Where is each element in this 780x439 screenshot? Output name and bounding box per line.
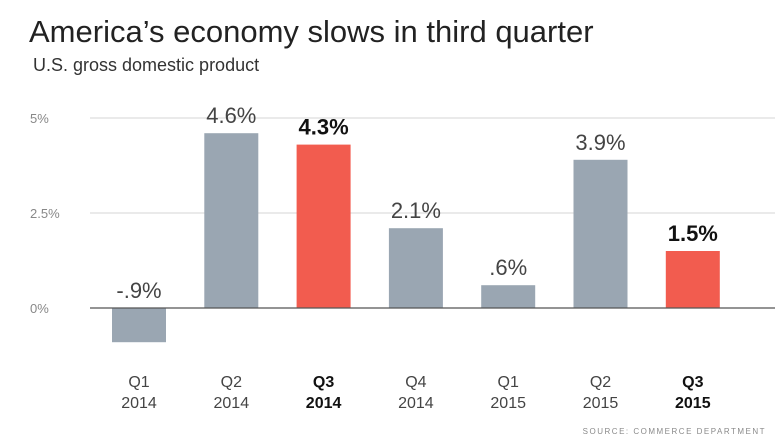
data-label: -.9% xyxy=(116,278,161,303)
bars xyxy=(112,133,720,343)
data-label: 4.3% xyxy=(299,115,349,140)
gridlines: 0% 2.5% 5% xyxy=(30,111,775,316)
x-tick-label-year: 2014 xyxy=(306,395,342,412)
x-tick-label-quarter: Q2 xyxy=(590,374,611,391)
chart-title: America’s economy slows in third quarter xyxy=(29,14,594,49)
data-label: 1.5% xyxy=(668,221,718,246)
bar xyxy=(665,251,720,308)
bar xyxy=(573,159,628,308)
y-tick-label: 2.5% xyxy=(30,206,60,221)
bar xyxy=(204,133,259,308)
x-tick-label-quarter: Q1 xyxy=(498,374,519,391)
x-tick-label-quarter: Q3 xyxy=(682,374,703,391)
x-tick-label-year: 2014 xyxy=(121,395,157,412)
bar xyxy=(388,228,443,308)
y-tick-label: 0% xyxy=(30,301,49,316)
x-tick-label-quarter: Q2 xyxy=(221,374,242,391)
x-tick-label-quarter: Q1 xyxy=(128,374,149,391)
x-tick-label-year: 2015 xyxy=(583,395,619,412)
bar xyxy=(112,308,166,343)
source-note: SOURCE: COMMERCE DEPARTMENT xyxy=(582,427,766,436)
bar xyxy=(296,144,351,308)
data-labels: -.9% Q1 2014 4.6% Q2 2014 4.3% Q3 2014 2.1% Q4 2014… xyxy=(116,103,718,412)
x-tick-label-year: 2015 xyxy=(490,395,526,412)
x-tick-label-year: 2014 xyxy=(214,395,250,412)
x-tick-label-quarter: Q4 xyxy=(405,374,426,391)
x-tick-label-year: 2014 xyxy=(398,395,434,412)
bar xyxy=(481,285,536,308)
data-label: 4.6% xyxy=(206,103,256,128)
y-tick-label: 5% xyxy=(30,111,49,126)
chart-subtitle: U.S. gross domestic product xyxy=(33,55,260,75)
x-tick-label-quarter: Q3 xyxy=(313,374,334,391)
x-tick-label-year: 2015 xyxy=(675,395,711,412)
data-label: 2.1% xyxy=(391,198,441,223)
data-label: .6% xyxy=(489,255,527,280)
data-label: 3.9% xyxy=(575,130,625,155)
